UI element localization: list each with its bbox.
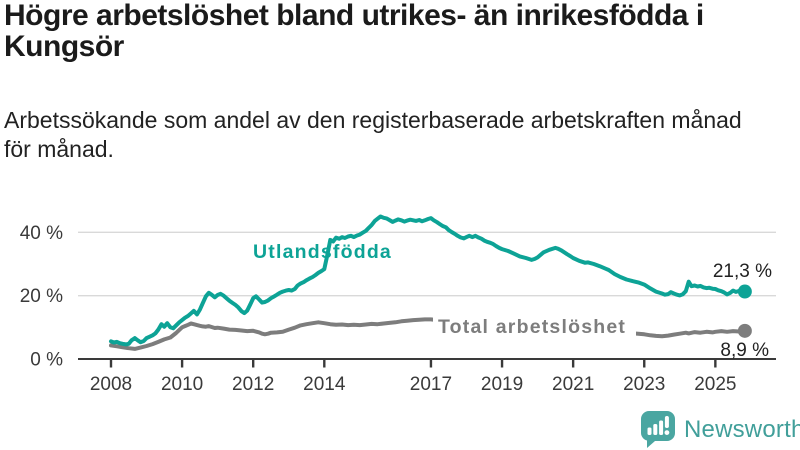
x-axis-tick-label: 2012: [232, 374, 274, 395]
title-line-2: Kungsör: [4, 30, 124, 63]
newsworthy-logo-text: Newsworthy: [684, 415, 800, 443]
x-axis-tick-label: 2021: [552, 374, 594, 395]
subtitle-line-2: för månad.: [4, 136, 114, 162]
series-label-utlandsfodda: Utlandsfödda: [253, 241, 392, 263]
x-axis-tick-label: 2017: [410, 374, 452, 395]
y-axis-tick-label: 40 %: [20, 223, 63, 244]
x-axis-tick-label: 2025: [694, 374, 736, 395]
unemployment-line-chart: 0 % 20 % 40 % 2008 2010 2012 2014 2017 2019 2021 2…: [20, 214, 776, 395]
x-axis-tick-label: 2008: [90, 374, 132, 395]
y-axis-tick-label: 0 %: [30, 350, 63, 371]
axes: [78, 358, 776, 368]
page-title: Högre arbetslöshet bland utrikes- än inr…: [4, 0, 704, 62]
title-line-1: Högre arbetslöshet bland utrikes- än inr…: [4, 0, 704, 32]
subtitle-line-1: Arbetssökande som andel av den registerb…: [4, 107, 742, 133]
series-endpoint-dot: [737, 323, 752, 338]
end-value-label: 8,9 %: [720, 340, 769, 361]
gridlines: [78, 231, 776, 297]
series-endpoint-dot: [737, 284, 752, 299]
x-axis-tick-label: 2019: [481, 374, 523, 395]
series-label-total-arbetsloshet: Total arbetslöshet: [438, 316, 626, 338]
newsworthy-logo[interactable]: Newsworthy: [641, 411, 800, 448]
x-axis-tick-label: 2023: [623, 374, 665, 395]
series-line-utlandsfodda: [109, 214, 747, 347]
chart-labels: 0 % 20 % 40 % 2008 2010 2012 2014 2017 2019 2021 2…: [20, 223, 772, 395]
end-value-label: 21,3 %: [713, 261, 772, 282]
y-axis-tick-label: 20 %: [20, 286, 63, 307]
chart-subtitle: Arbetssökande som andel av den registerb…: [4, 106, 742, 164]
x-axis-tick-label: 2010: [161, 374, 203, 395]
series-line-total-arbetsloshet: [109, 317, 747, 351]
x-axis-tick-label: 2014: [303, 374, 346, 395]
series-label-backdrop: [433, 315, 636, 340]
bar-chart-bubble-icon: [641, 411, 675, 448]
data-series: [109, 214, 752, 351]
